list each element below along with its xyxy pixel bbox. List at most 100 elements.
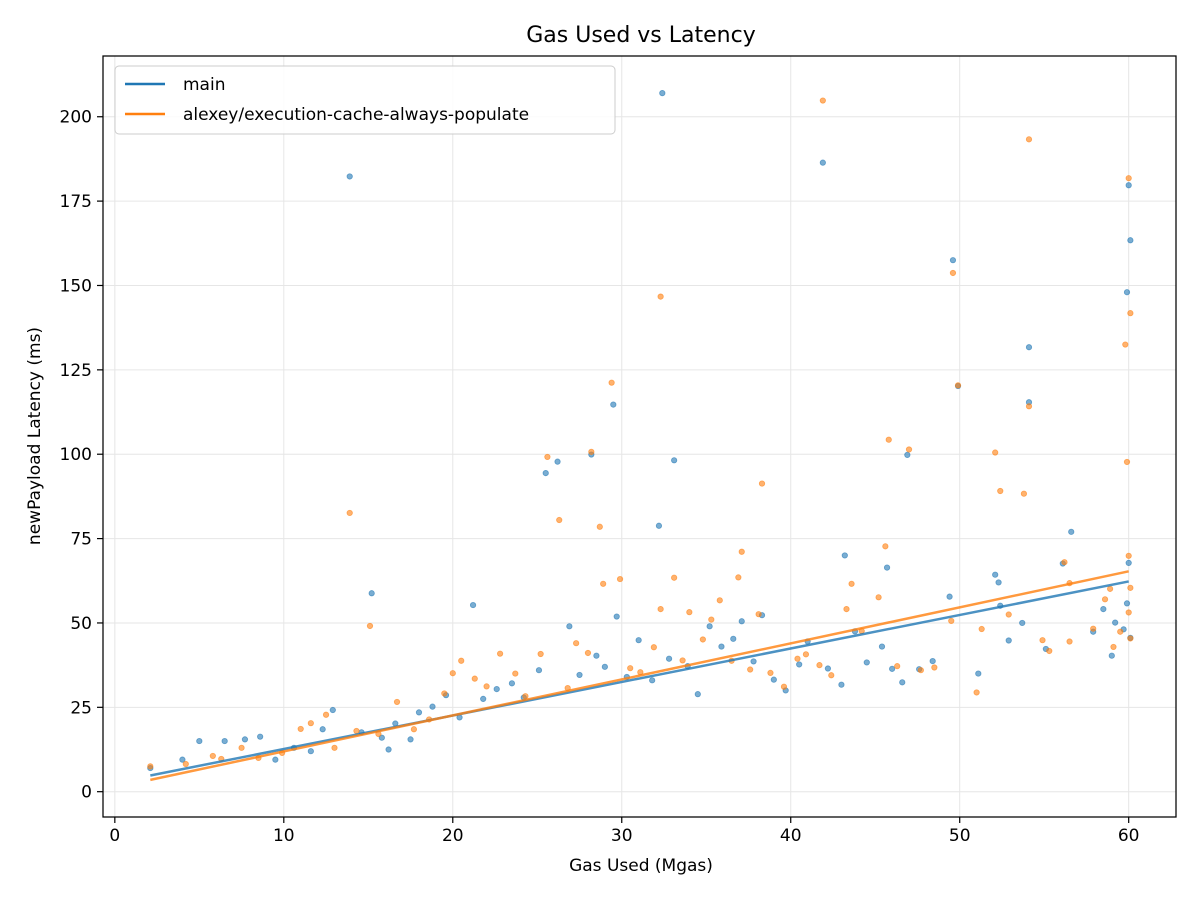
data-point (554, 458, 561, 465)
data-point (992, 449, 999, 456)
data-point (708, 616, 715, 623)
data-point (802, 651, 810, 658)
data-point (954, 382, 962, 389)
y-tick-label: 200 (60, 108, 92, 128)
data-point (889, 665, 896, 672)
data-point (706, 623, 713, 630)
data-point (616, 575, 624, 583)
data-point (665, 655, 673, 662)
x-tick-label: 50 (949, 826, 971, 846)
data-point (750, 658, 757, 665)
data-point (718, 643, 725, 650)
data-point (1061, 559, 1068, 566)
data-point (596, 523, 603, 530)
data-point (512, 670, 519, 677)
data-point (905, 446, 913, 453)
x-tick-label: 10 (273, 826, 295, 846)
data-point (679, 657, 686, 664)
data-point (407, 736, 414, 743)
data-point (535, 667, 543, 674)
data-point (931, 664, 938, 671)
data-point (848, 580, 855, 587)
data-point (819, 97, 826, 104)
data-point (738, 548, 745, 555)
data-point (975, 670, 982, 677)
data-point (1005, 611, 1012, 618)
data-point (600, 580, 607, 587)
data-point (1122, 341, 1129, 348)
data-point (1108, 652, 1115, 659)
data-point (1039, 637, 1046, 644)
y-tick-label: 150 (60, 276, 92, 296)
data-point (1127, 237, 1134, 244)
data-point (196, 737, 203, 745)
data-point (522, 693, 529, 700)
data-point (997, 487, 1004, 495)
data-point (449, 670, 456, 677)
data-point (508, 680, 516, 687)
data-point (182, 760, 189, 768)
data-point (730, 635, 737, 642)
x-tick-label: 20 (442, 826, 464, 846)
data-point (346, 173, 353, 180)
data-point (758, 480, 766, 487)
data-point (1101, 596, 1109, 603)
data-point (882, 543, 889, 550)
axis-ticks: 0 10 20 30 40 50 60 0 25 50 75 100 125 150 175 200 (60, 108, 1140, 846)
data-point (794, 655, 801, 662)
plot-frame (102, 55, 1177, 818)
series-1 (147, 97, 1134, 770)
data-point (1125, 182, 1132, 189)
data-point (1100, 606, 1107, 613)
data-point (1123, 600, 1131, 607)
data-point (949, 257, 957, 264)
data-point (368, 590, 375, 597)
data-point (573, 640, 580, 647)
data-point (496, 650, 504, 657)
data-point (584, 649, 592, 657)
data-point (588, 448, 595, 455)
data-point (973, 689, 980, 696)
data-point (796, 661, 803, 668)
y-tick-label: 175 (60, 192, 92, 212)
data-point (1046, 647, 1053, 655)
data-point (385, 746, 392, 753)
data-point (747, 666, 754, 673)
data-point (838, 681, 845, 688)
data-point (257, 733, 264, 740)
data-point (458, 657, 465, 664)
data-point (346, 509, 353, 517)
data-point (241, 736, 249, 743)
data-point (493, 685, 500, 693)
data-point (608, 379, 615, 386)
data-point (904, 451, 911, 458)
data-point (1127, 310, 1134, 317)
data-point (429, 703, 436, 710)
y-tick-label: 25 (70, 698, 92, 718)
data-point (1123, 458, 1131, 466)
trend-line-1 (150, 570, 1129, 782)
y-tick-label: 125 (60, 361, 92, 381)
data-point (659, 90, 666, 97)
data-point (537, 650, 544, 658)
data-point (1127, 635, 1134, 642)
data-point (1106, 585, 1114, 592)
data-point (1025, 344, 1033, 351)
data-point (366, 622, 374, 630)
data-point (331, 744, 338, 751)
data-point (735, 574, 742, 581)
data-point (221, 737, 228, 745)
data-point (1020, 490, 1028, 497)
data-point (353, 727, 360, 735)
data-point (767, 669, 774, 676)
data-point (319, 726, 326, 733)
trend-line-0 (150, 580, 1129, 777)
data-point (322, 711, 330, 718)
x-tick-label: 60 (1118, 826, 1140, 846)
data-point (1025, 136, 1033, 143)
data-point (816, 662, 823, 669)
data-point (770, 676, 777, 683)
data-point (542, 470, 549, 477)
data-point (307, 748, 314, 755)
